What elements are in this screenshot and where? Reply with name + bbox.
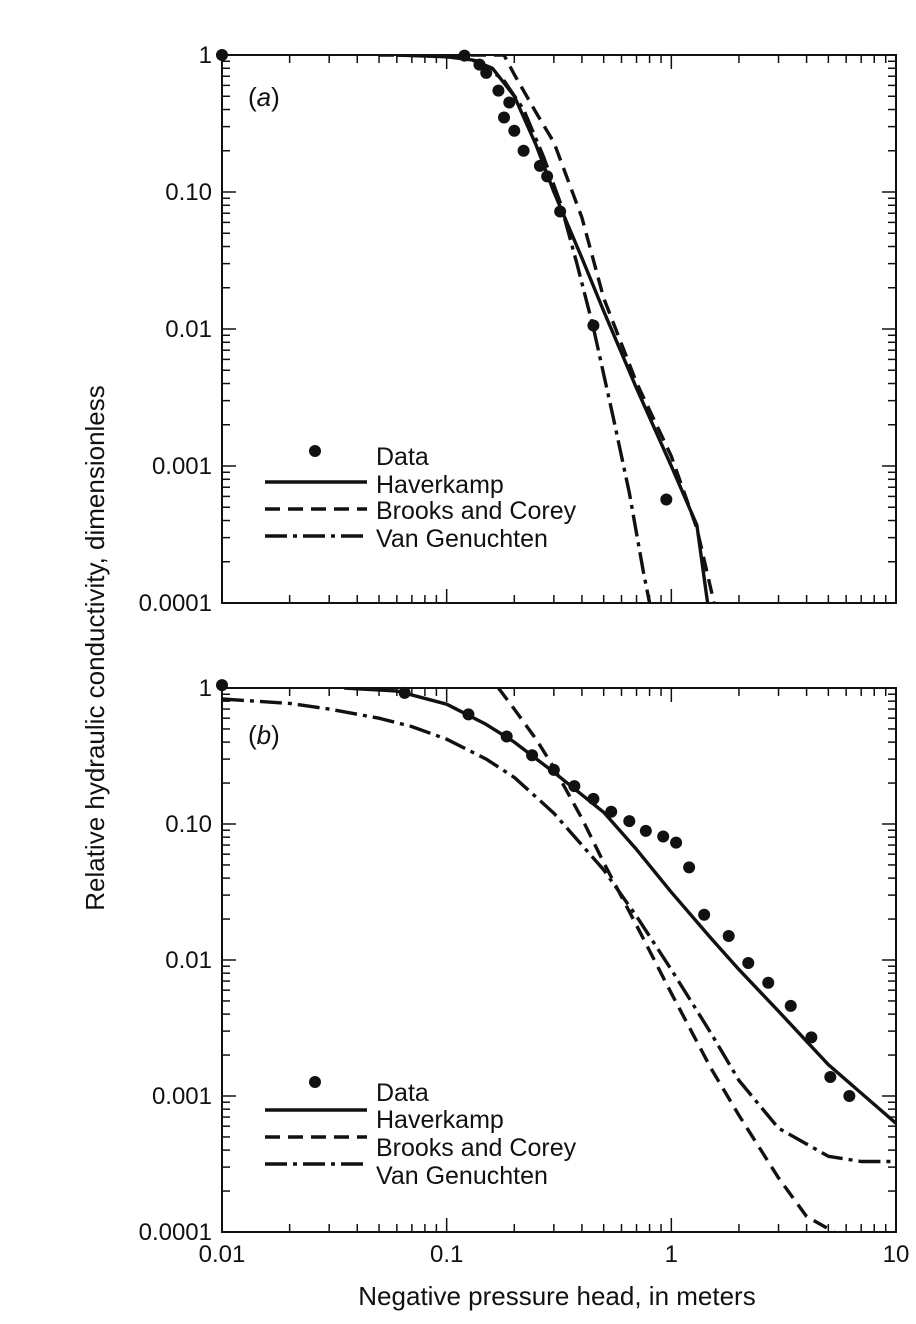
curves-b — [222, 688, 896, 1232]
data-point-a — [541, 170, 554, 183]
plot-frame-b — [221, 687, 897, 1233]
data-point-b — [824, 1070, 837, 1083]
data-point-b — [398, 686, 411, 699]
legend-b: Data Haverkamp Brooks and Corey Van Genu… — [265, 1076, 577, 1190]
data-points-b — [216, 679, 856, 1102]
data-point-b — [762, 976, 775, 989]
y-tick-label-a: 1 — [199, 42, 212, 69]
data-point-b — [805, 1031, 818, 1044]
x-tick-label: 0.1 — [430, 1241, 463, 1268]
legend-label-van-genuchten-a: Van Genuchten — [376, 525, 548, 553]
data-point-b — [568, 780, 581, 793]
data-points-a — [216, 49, 673, 506]
y-tick-labels-a: 1 0.10 0.01 0.001 0.0001 — [139, 42, 212, 617]
y-tick-label-b: 0.01 — [165, 947, 212, 974]
data-point-a — [458, 49, 471, 62]
panel-label-a: (a) — [248, 82, 280, 112]
data-point-a — [480, 66, 493, 79]
data-point-b — [526, 749, 539, 762]
data-point-b — [784, 999, 797, 1012]
legend-label-haverkamp-a: Haverkamp — [376, 471, 504, 499]
data-point-b — [722, 930, 735, 943]
legend-a: Data Haverkamp Brooks and Corey Van Genu… — [265, 443, 577, 553]
van-genuchten-curve-b — [222, 697, 896, 1164]
data-point-b — [639, 824, 652, 837]
haverkamp-curve-a — [396, 55, 710, 603]
data-point-b — [587, 792, 600, 805]
data-point-b — [683, 861, 696, 874]
haverkamp-curve-b — [344, 688, 896, 1125]
y-tick-label-a: 0.0001 — [139, 590, 212, 617]
data-point-a — [587, 319, 600, 332]
data-point-b — [547, 763, 560, 776]
y-tick-label-a: 0.001 — [152, 453, 212, 480]
x-axis-title: Negative pressure head, in meters — [358, 1281, 755, 1311]
data-point-a — [498, 111, 511, 124]
legend-label-brooks-corey-a: Brooks and Corey — [376, 497, 577, 525]
y-tick-label-a: 0.01 — [165, 316, 212, 343]
data-point-a — [554, 205, 567, 218]
x-tick-label: 10 — [883, 1241, 910, 1268]
legend-label-data-a: Data — [376, 443, 429, 471]
y-tick-label-b: 0.001 — [152, 1083, 212, 1110]
x-tick-labels: 0.01 0.1 1 10 — [199, 1241, 910, 1268]
y-tick-label-a: 0.10 — [165, 179, 212, 206]
data-point-a — [533, 159, 546, 172]
data-point-a — [503, 96, 516, 109]
legend-label-brooks-corey-b: Brooks and Corey — [376, 1134, 577, 1162]
legend-label-data-b: Data — [376, 1079, 429, 1107]
data-point-b — [462, 708, 475, 721]
x-tick-label: 1 — [665, 1241, 678, 1268]
data-point-a — [517, 144, 530, 157]
data-point-a — [216, 49, 228, 61]
brooks-and-corey-curve-b — [497, 688, 835, 1232]
legend-data-marker-b — [309, 1076, 321, 1088]
data-point-a — [473, 58, 486, 71]
panel-a: 1 0.10 0.01 0.001 0.0001 (a) Data Haverkamp … — [139, 42, 897, 617]
data-point-b — [605, 805, 618, 818]
panel-b: 1 0.10 0.01 0.001 0.0001 0.01 0.1 1 10 (b) Data… — [139, 675, 910, 1268]
data-point-b — [500, 730, 513, 743]
brooks-and-corey-curve-a — [379, 55, 716, 603]
y-tick-label-b: 1 — [199, 675, 212, 702]
data-point-b — [698, 908, 711, 921]
data-point-b — [657, 830, 670, 843]
data-point-b — [843, 1090, 856, 1102]
y-tick-label-b: 0.10 — [165, 811, 212, 838]
y-axis-title: Relative hydraulic conductivity, dimensi… — [80, 385, 110, 911]
data-point-a — [492, 84, 505, 97]
x-tick-label: 0.01 — [199, 1241, 246, 1268]
panel-label-b: (b) — [248, 720, 280, 750]
data-point-a — [660, 493, 673, 506]
data-point-a — [508, 124, 521, 137]
y-tick-labels-b: 1 0.10 0.01 0.001 0.0001 — [139, 675, 212, 1246]
legend-label-haverkamp-b: Haverkamp — [376, 1106, 504, 1134]
data-point-b — [742, 957, 755, 970]
data-point-b — [216, 679, 228, 692]
y-tick-label-b: 0.0001 — [139, 1219, 212, 1246]
data-point-b — [670, 836, 683, 849]
legend-label-van-genuchten-b: Van Genuchten — [376, 1162, 548, 1190]
data-point-b — [623, 815, 636, 828]
legend-data-marker-a — [309, 445, 321, 457]
